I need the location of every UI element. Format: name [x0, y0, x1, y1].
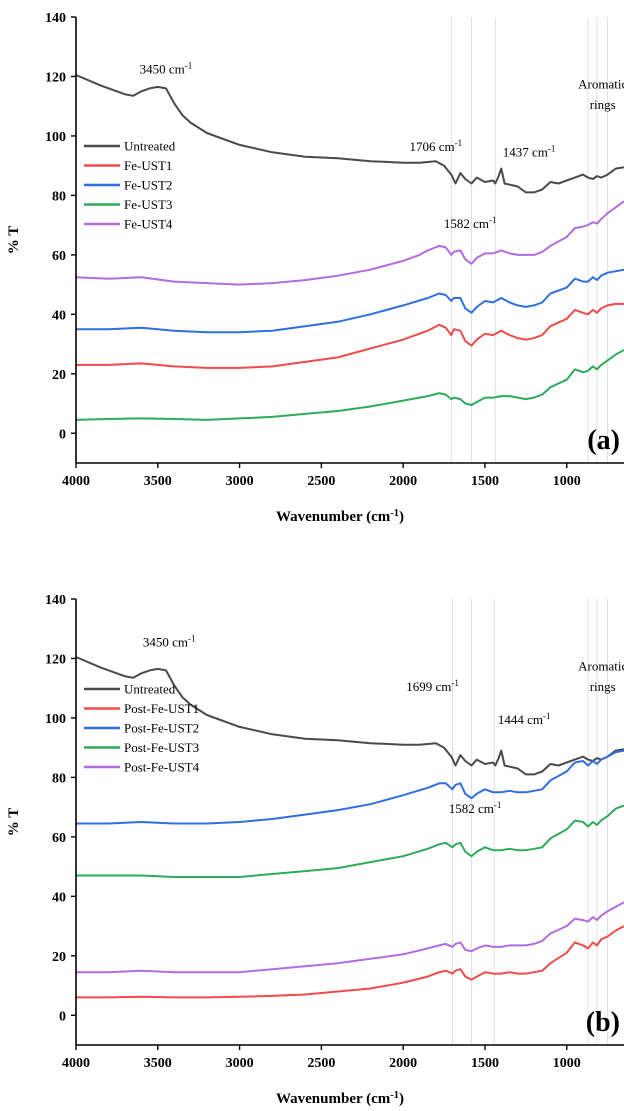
- x-tick-label: 1500: [471, 474, 499, 489]
- series-line-fe-ust2: [76, 268, 624, 334]
- legend-entry: Fe-UST1: [124, 158, 172, 173]
- peak-annotation: 1699 cm-1: [406, 678, 459, 694]
- y-tick-label: 0: [59, 427, 66, 442]
- x-tick-label: 1000: [553, 474, 581, 489]
- peak-annotation: Aromatic: [578, 658, 624, 673]
- legend: Untreated Fe-UST1 Fe-UST2 Fe-UST3 Fe-UST4: [84, 139, 176, 232]
- x-tick-label: 3500: [144, 474, 172, 489]
- legend-entry: Fe-UST3: [124, 197, 172, 212]
- y-axis-title: % T: [6, 808, 22, 836]
- series-line-post-fe-ust2: [76, 749, 624, 825]
- peak-annotation: 1706 cm-1: [410, 138, 463, 154]
- x-axis-title: Wavenumber (cm-1): [276, 508, 404, 526]
- y-tick-label: 120: [45, 652, 66, 667]
- x-tick-label: 3500: [144, 1056, 172, 1071]
- peak-annotation: 1437 cm-1: [503, 144, 556, 160]
- legend-entry: Fe-UST2: [124, 178, 172, 193]
- x-tick-label: 2500: [307, 1056, 335, 1071]
- peak-annotation: 1444 cm-1: [498, 711, 551, 727]
- chart-panel-b: 0 20 40 60 80 100 120 140 4000 3500 3000 2500 2000 15…: [6, 593, 624, 1107]
- y-tick-label: 120: [45, 70, 66, 85]
- y-axis-title: % T: [6, 226, 22, 254]
- series-line-untreated: [75, 656, 624, 776]
- x-axis-title: Wavenumber (cm-1): [276, 1090, 404, 1108]
- series-line-fe-ust1: [76, 302, 624, 369]
- legend-entry: Post-Fe-UST1: [124, 701, 199, 716]
- y-tick-label: 140: [45, 593, 66, 608]
- y-tick-label: 60: [52, 249, 66, 264]
- y-tick-label: 20: [52, 368, 66, 383]
- y-tick-label: 0: [59, 1009, 66, 1024]
- legend-entry: Untreated: [124, 139, 176, 154]
- legend-entry: Post-Fe-UST3: [124, 740, 199, 755]
- peak-annotation: 3450 cm-1: [140, 60, 193, 76]
- x-tick-label: 1500: [471, 1056, 499, 1071]
- legend-entry: Fe-UST4: [124, 217, 173, 232]
- y-tick-label: 40: [52, 308, 66, 323]
- peak-annotation: 1582 cm-1: [444, 215, 497, 231]
- series-line-untreated: [75, 74, 624, 194]
- x-tick-label: 1000: [553, 1056, 581, 1071]
- y-tick-label: 80: [52, 189, 66, 204]
- series-line-post-fe-ust1: [76, 925, 624, 999]
- peak-annotation: rings: [590, 679, 616, 694]
- panel-label: (a): [587, 425, 620, 456]
- x-tick-label: 3000: [226, 1056, 254, 1071]
- y-tick-label: 100: [45, 130, 66, 145]
- chart-panel-a: 0 20 40 60 80 100 120 140 4000 3500 3000 2500 2000 15…: [6, 11, 624, 525]
- y-tick-label: 100: [45, 712, 66, 727]
- y-tick-label: 60: [52, 831, 66, 846]
- y-tick-label: 140: [45, 11, 66, 26]
- peak-annotation: 3450 cm-1: [143, 634, 196, 650]
- legend-entry: Untreated: [124, 682, 176, 697]
- series-line-fe-ust3: [75, 349, 624, 421]
- x-tick-label: 2000: [389, 474, 417, 489]
- series-line-fe-ust4: [75, 200, 624, 286]
- legend-entry: Post-Fe-UST4: [124, 760, 200, 775]
- x-tick-label: 2000: [389, 1056, 417, 1071]
- y-tick-label: 40: [52, 890, 66, 905]
- series-line-post-fe-ust4: [76, 901, 624, 974]
- legend: Untreated Post-Fe-UST1 Post-Fe-UST2 Post-Fe…: [84, 682, 200, 775]
- legend-entry: Post-Fe-UST2: [124, 721, 199, 736]
- panel-label: (b): [586, 1007, 620, 1038]
- peak-annotation: rings: [590, 97, 616, 112]
- x-tick-label: 4000: [62, 1056, 90, 1071]
- series-line-post-fe-ust3: [76, 804, 624, 878]
- x-tick-label: 4000: [62, 474, 90, 489]
- peak-annotation: 1582 cm-1: [449, 800, 502, 816]
- x-tick-label: 3000: [226, 474, 254, 489]
- y-tick-label: 20: [52, 950, 66, 965]
- x-tick-label: 2500: [307, 474, 335, 489]
- y-tick-label: 80: [52, 771, 66, 786]
- peak-annotation: Aromatic: [578, 76, 624, 91]
